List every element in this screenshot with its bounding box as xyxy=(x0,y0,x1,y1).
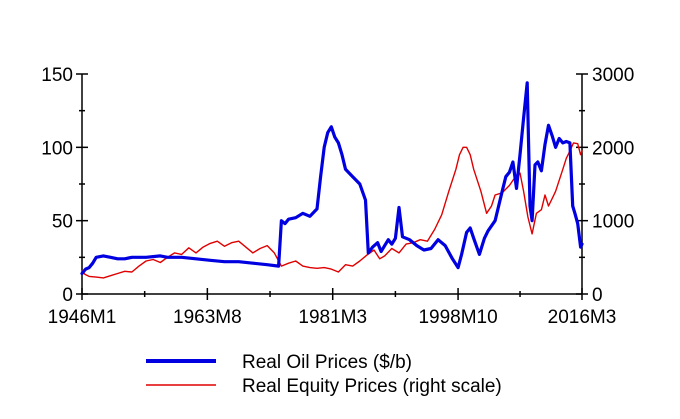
axis-ticks xyxy=(76,73,588,300)
legend-label-oil: Real Oil Prices ($/b) xyxy=(242,352,412,373)
x-tick-label: 1998M10 xyxy=(418,307,497,328)
left-y-tick-label: 50 xyxy=(52,212,73,233)
axis-tick-labels: 0 50 100 150 0 1000 2000 3000 1946M1 1963M8 1981M3… xyxy=(41,65,634,328)
x-tick-label: 1946M1 xyxy=(48,307,117,328)
left-y-tick-label: 150 xyxy=(41,65,73,86)
x-tick-label: 2016M3 xyxy=(548,307,617,328)
left-y-tick-label: 100 xyxy=(41,138,73,159)
series-layer xyxy=(80,81,584,279)
left-y-tick-label: 0 xyxy=(62,285,73,306)
right-y-tick-label: 0 xyxy=(592,285,603,306)
x-tick-label: 1981M3 xyxy=(298,307,367,328)
series-line-real-oil-prices xyxy=(80,81,584,276)
right-y-tick-label: 1000 xyxy=(592,212,634,233)
plot-area: 0 50 100 150 0 1000 2000 3000 1946M1 1963M8 1981M3… xyxy=(41,65,634,328)
series-line-real-equity-prices xyxy=(81,142,583,279)
right-y-tick-label: 3000 xyxy=(592,65,634,86)
legend-label-equity: Real Equity Prices (right scale) xyxy=(242,376,502,397)
right-y-tick-label: 2000 xyxy=(592,138,634,159)
x-tick-label: 1963M8 xyxy=(173,307,242,328)
legend: Real Oil Prices ($/b) Real Equity Prices … xyxy=(146,352,502,397)
